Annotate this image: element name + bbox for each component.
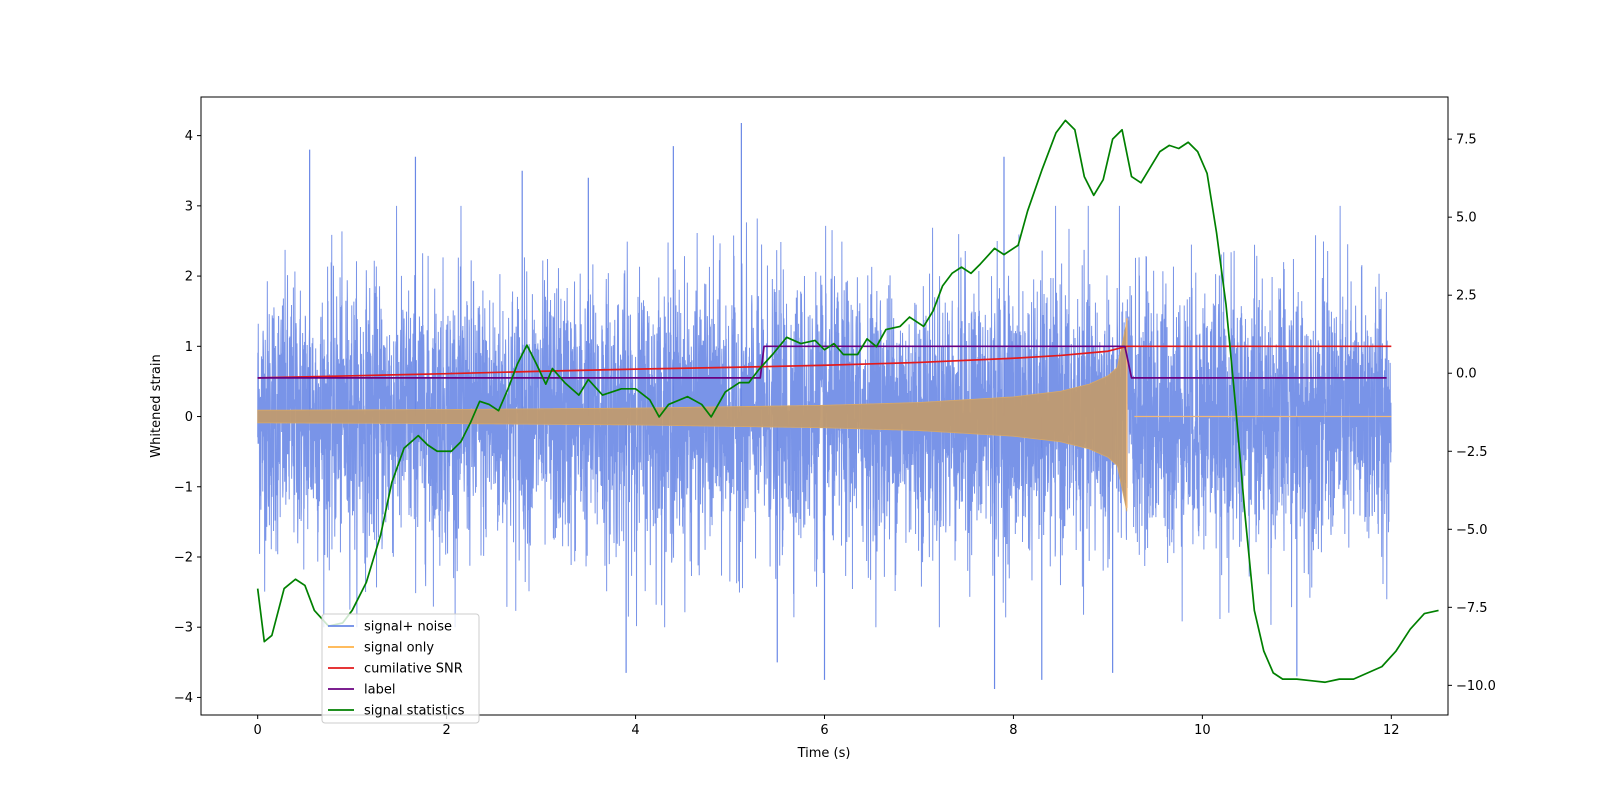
y-axis-ticks: −4 −3 −2 −1 0 1 2 3 4 <box>174 129 201 706</box>
legend-label: signal only <box>364 641 434 656</box>
series-label <box>257 345 1387 379</box>
legend-entry-signal-statistics: signal statistics <box>328 704 465 719</box>
legend-entry-signal-noise: signal+ noise <box>328 620 452 635</box>
legend-entry-signal-only: signal only <box>328 641 434 656</box>
legend-entry-cumilative-snr: cumilative SNR <box>328 662 463 677</box>
signal-only-envelope <box>257 321 1128 512</box>
y-tick-label: 2 <box>185 270 193 285</box>
y2-tick-label: 0.0 <box>1456 367 1477 382</box>
x-tick-label: 8 <box>1009 723 1017 738</box>
series-layer <box>256 119 1439 690</box>
y2-tick-label: −2.5 <box>1456 445 1488 460</box>
legend-label: cumilative SNR <box>364 662 463 677</box>
series-signal-noise <box>257 122 1392 690</box>
x-tick-label: 12 <box>1383 723 1400 738</box>
x-axis-label: Time (s) <box>797 746 851 761</box>
x-tick-label: 0 <box>254 723 262 738</box>
legend-label: signal+ noise <box>364 620 452 635</box>
y2-tick-label: −10.0 <box>1456 679 1496 694</box>
series-signal-statistics <box>256 119 1439 684</box>
y-tick-label: −2 <box>174 550 193 565</box>
y-axis-label: Whitened strain <box>149 354 164 457</box>
series-cumilative-snr <box>257 345 1392 379</box>
y2-tick-label: 7.5 <box>1456 133 1477 148</box>
x-tick-label: 4 <box>631 723 639 738</box>
legend-entry-label: label <box>328 683 395 698</box>
y-tick-label: 4 <box>185 129 193 144</box>
x-tick-label: 6 <box>820 723 828 738</box>
y2-tick-label: 2.5 <box>1456 289 1477 304</box>
y-tick-label: 0 <box>185 410 193 425</box>
x-tick-label: 2 <box>442 723 450 738</box>
y2-tick-label: −7.5 <box>1456 601 1488 616</box>
signal-noise-line <box>257 205 1392 628</box>
legend-box <box>321 613 480 724</box>
y-tick-label: −4 <box>174 691 193 706</box>
legend: signal+ noise signal only cumilative SNR la… <box>321 613 480 724</box>
x-tick-label: 10 <box>1194 723 1211 738</box>
y-tick-label: −1 <box>174 480 193 495</box>
plot-area <box>200 96 1449 716</box>
legend-label: label <box>364 683 395 698</box>
x-axis-ticks: 0 2 4 6 8 10 12 <box>254 715 1400 738</box>
y-tick-label: 3 <box>185 199 193 214</box>
y-tick-label: −3 <box>174 621 193 636</box>
y-tick-label: 1 <box>185 340 193 355</box>
legend-label: signal statistics <box>364 704 465 719</box>
series-signal-only <box>257 318 1392 512</box>
y2-axis-ticks: −10.0 −7.5 −5.0 −2.5 0.0 2.5 5.0 7.5 <box>1448 133 1496 694</box>
y2-tick-label: −5.0 <box>1456 523 1488 538</box>
y2-tick-label: 5.0 <box>1456 211 1477 226</box>
